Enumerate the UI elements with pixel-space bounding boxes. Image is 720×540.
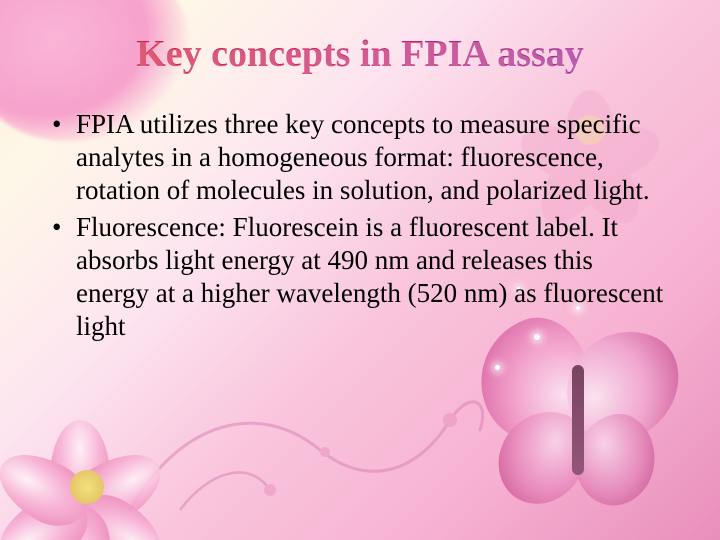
decor-sparkle xyxy=(495,365,500,370)
slide-title: Key concepts in FPIA assay xyxy=(0,32,720,76)
bullet-item: Fluorescence: Fluorescein is a fluoresce… xyxy=(48,211,672,343)
slide: Key concepts in FPIA assay FPIA utilizes… xyxy=(0,0,720,540)
slide-body: FPIA utilizes three key concepts to meas… xyxy=(48,108,672,347)
bullet-item: FPIA utilizes three key concepts to meas… xyxy=(48,108,672,207)
decor-flower-bottom-left xyxy=(0,370,180,540)
bullet-list: FPIA utilizes three key concepts to meas… xyxy=(48,108,672,343)
